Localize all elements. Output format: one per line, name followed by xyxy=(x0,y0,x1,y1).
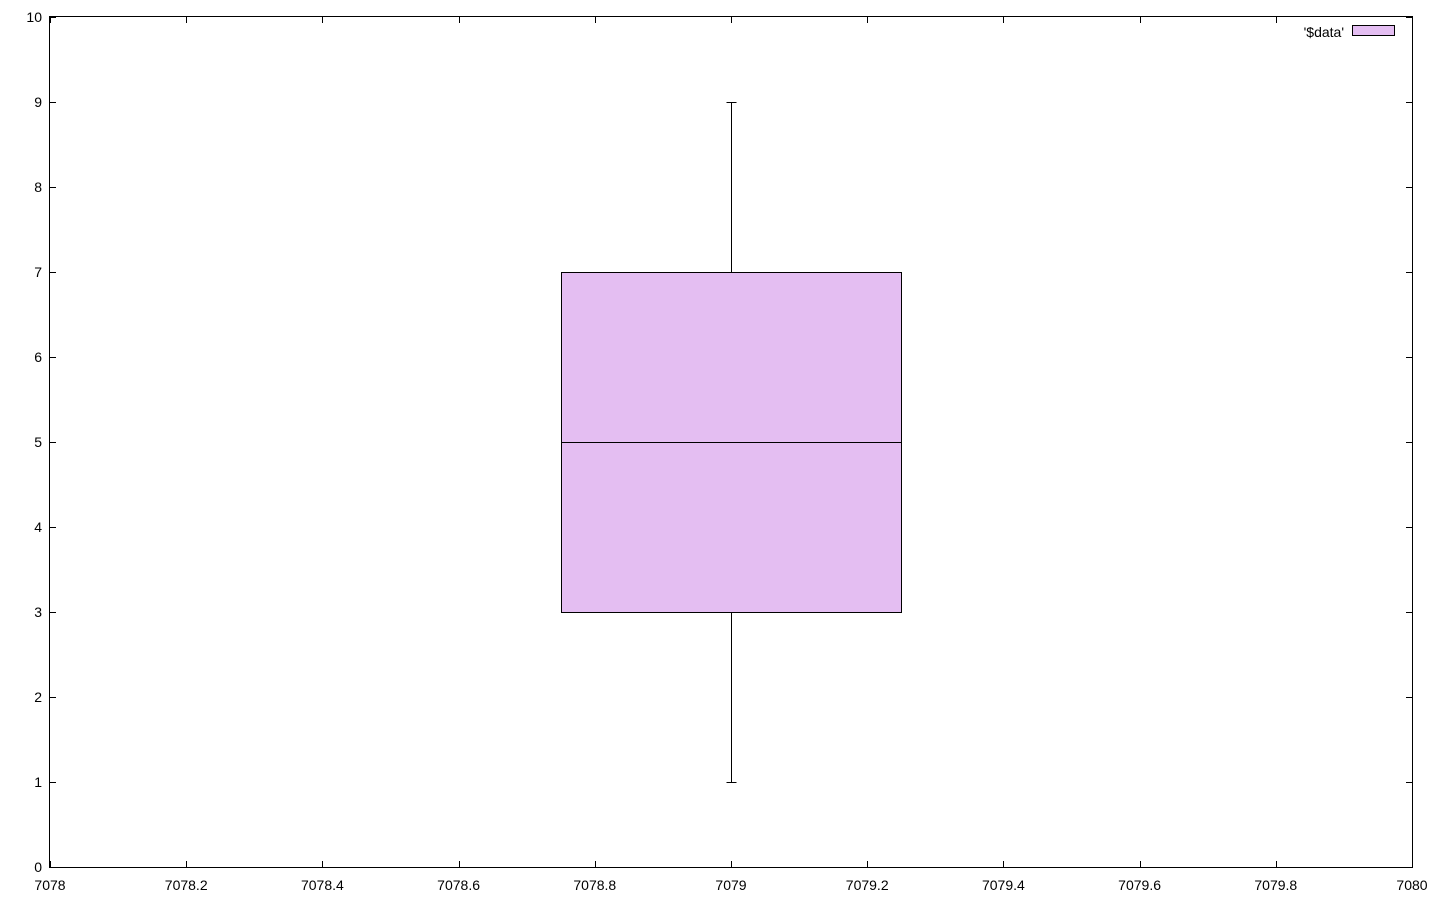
x-tick-label: 7079.2 xyxy=(846,877,889,893)
x-tick-label: 7078.6 xyxy=(437,877,480,893)
x-tick-label: 7078 xyxy=(34,877,65,893)
y-tick-label: 7 xyxy=(34,264,42,280)
x-tick-label: 7079 xyxy=(715,877,746,893)
x-tick-label: 7080 xyxy=(1396,877,1427,893)
legend-label: '$data' xyxy=(1304,24,1344,40)
y-tick-label: 9 xyxy=(34,94,42,110)
x-tick-label: 7079.6 xyxy=(1118,877,1161,893)
y-tick-label: 6 xyxy=(34,349,42,365)
x-tick-label: 7079.4 xyxy=(982,877,1025,893)
x-tick-label: 7078.4 xyxy=(301,877,344,893)
legend-swatch xyxy=(1352,25,1395,36)
y-tick-label: 10 xyxy=(26,9,42,25)
y-tick-label: 1 xyxy=(34,774,42,790)
box-plot-series xyxy=(561,102,902,783)
axis-ticks: 0 1 2 3 4 5 6 7 8 9 10 7078 7078.2 7078.4 7078.6 7078.8… xyxy=(26,9,1427,893)
plot-area-border xyxy=(49,16,1413,868)
legend: '$data' xyxy=(1304,24,1395,40)
x-tick-label: 7078.8 xyxy=(573,877,616,893)
y-tick-label: 3 xyxy=(34,604,42,620)
y-tick-label: 2 xyxy=(34,689,42,705)
y-tick-label: 8 xyxy=(34,179,42,195)
y-tick-label: 5 xyxy=(34,434,42,450)
x-tick-label: 7078.2 xyxy=(165,877,208,893)
x-tick-label: 7079.8 xyxy=(1254,877,1297,893)
y-tick-label: 4 xyxy=(34,519,42,535)
y-tick-label: 0 xyxy=(34,859,42,875)
